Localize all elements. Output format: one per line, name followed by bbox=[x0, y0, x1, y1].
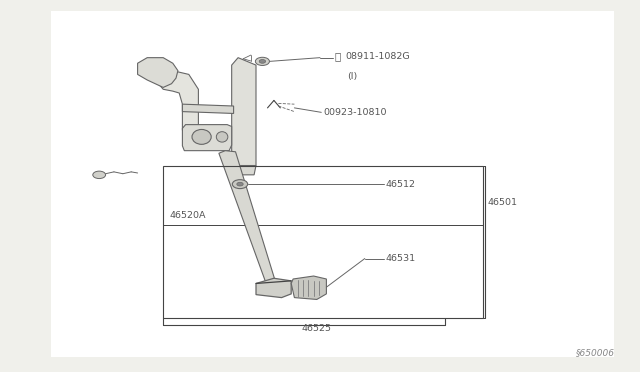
Polygon shape bbox=[232, 166, 256, 175]
Text: 46520A: 46520A bbox=[170, 211, 206, 220]
Polygon shape bbox=[256, 278, 291, 298]
Circle shape bbox=[232, 180, 248, 189]
Text: 46512: 46512 bbox=[386, 180, 416, 189]
Polygon shape bbox=[291, 276, 326, 299]
Polygon shape bbox=[182, 125, 232, 151]
Text: Ⓝ: Ⓝ bbox=[334, 52, 340, 61]
Text: §650006: §650006 bbox=[575, 348, 614, 357]
Text: 00923-10810: 00923-10810 bbox=[323, 108, 387, 117]
Ellipse shape bbox=[216, 132, 228, 142]
Text: 46501: 46501 bbox=[488, 198, 518, 207]
Circle shape bbox=[237, 182, 243, 186]
Text: 46525: 46525 bbox=[302, 324, 332, 333]
Circle shape bbox=[93, 171, 106, 179]
Polygon shape bbox=[157, 71, 198, 130]
Polygon shape bbox=[182, 104, 234, 113]
Circle shape bbox=[255, 57, 269, 65]
Polygon shape bbox=[219, 151, 275, 282]
Bar bbox=[163, 166, 483, 318]
Ellipse shape bbox=[192, 129, 211, 144]
Text: (I): (I) bbox=[347, 72, 357, 81]
Polygon shape bbox=[138, 58, 178, 87]
Bar bbox=[51, 11, 614, 357]
Text: 46531: 46531 bbox=[386, 254, 416, 263]
Polygon shape bbox=[232, 58, 256, 166]
Text: 08911-1082G: 08911-1082G bbox=[346, 52, 410, 61]
Circle shape bbox=[259, 60, 266, 63]
